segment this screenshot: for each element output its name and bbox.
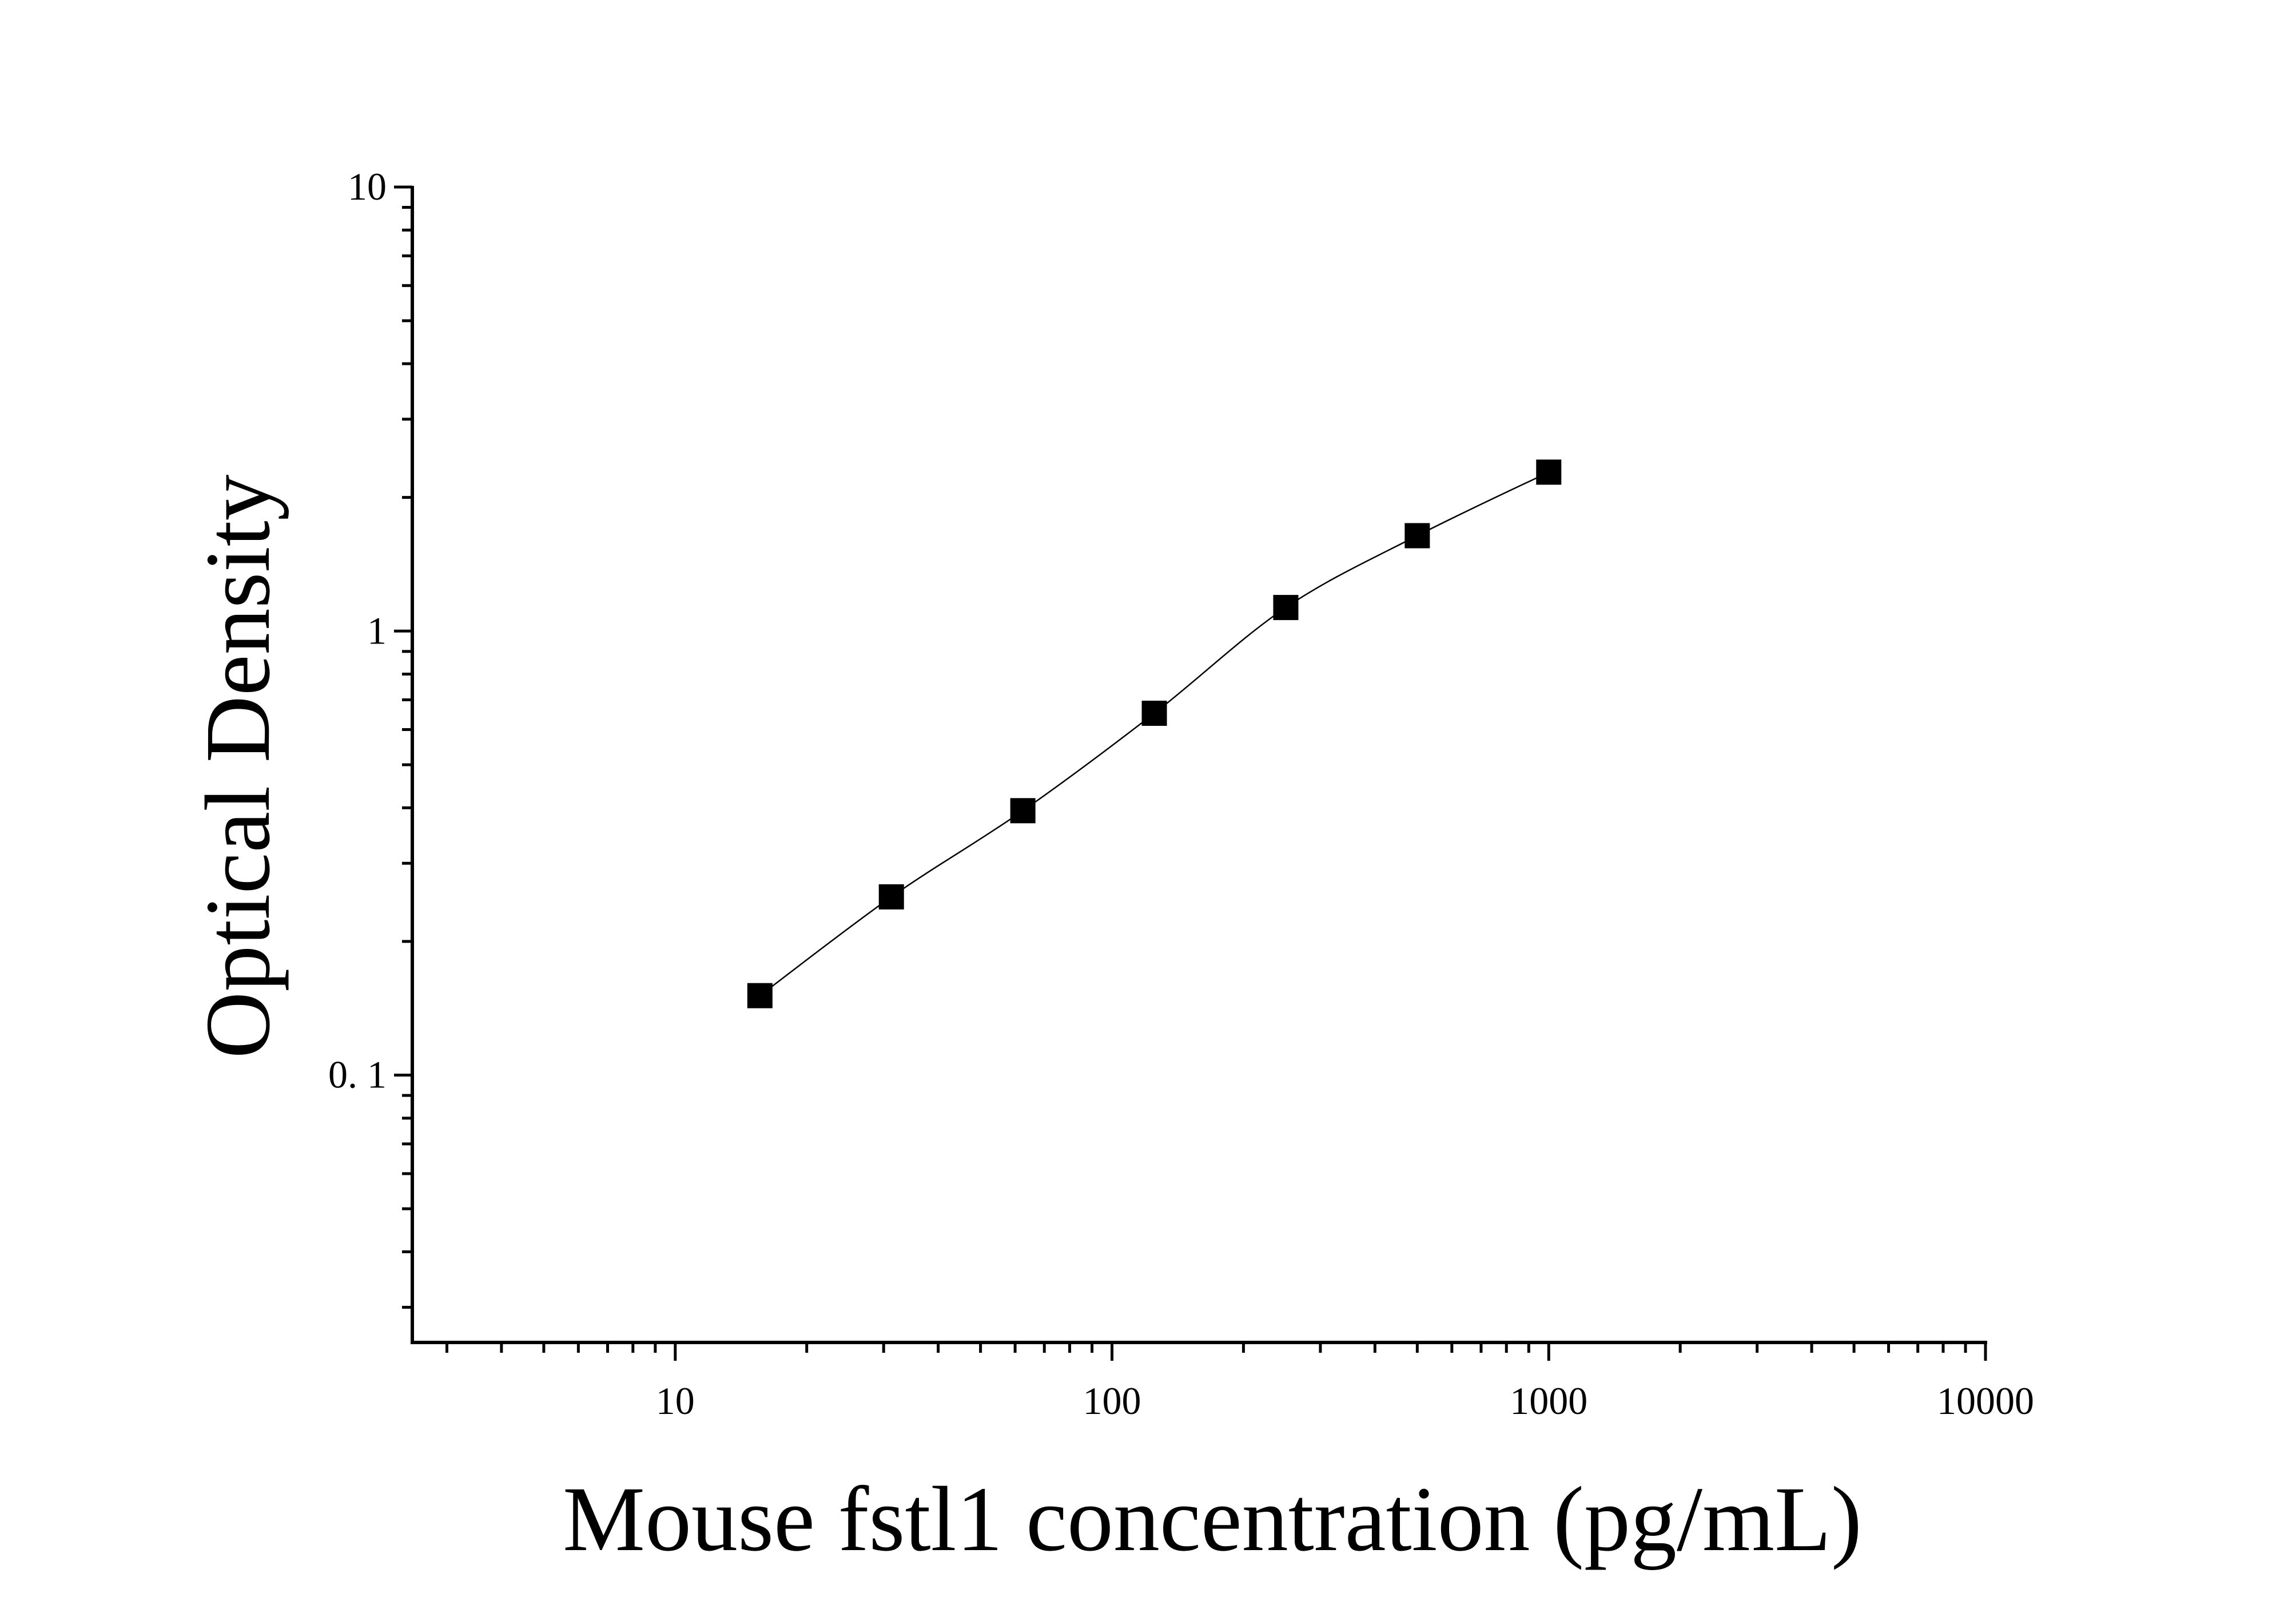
data-point bbox=[747, 983, 773, 1008]
data-points bbox=[747, 459, 1562, 1008]
data-point bbox=[1273, 595, 1299, 621]
x-tick-label: 1000 bbox=[1510, 1379, 1587, 1423]
data-point bbox=[1404, 523, 1430, 549]
y-tick-label: 1 bbox=[367, 609, 387, 652]
x-axis-title: Mouse fstl1 concentration (pg/mL) bbox=[563, 1468, 1862, 1571]
x-tick-label: 100 bbox=[1083, 1379, 1141, 1423]
y-tick-label: 10 bbox=[348, 165, 387, 208]
data-point bbox=[1536, 459, 1562, 485]
data-point bbox=[1141, 700, 1167, 726]
fit-curve bbox=[759, 471, 1549, 996]
axes bbox=[411, 186, 1987, 1344]
data-point bbox=[1010, 798, 1036, 824]
y-tick-label: 0. 1 bbox=[328, 1053, 387, 1097]
x-tick-label: 10000 bbox=[1937, 1379, 2034, 1423]
ticks bbox=[394, 185, 1987, 1361]
x-tick-label: 10 bbox=[656, 1379, 695, 1423]
y-axis-title: Optical Density bbox=[187, 474, 289, 1058]
tick-labels: 10 100 1000 10000 0. 1 1 10 bbox=[328, 165, 2034, 1423]
data-point bbox=[878, 884, 904, 910]
